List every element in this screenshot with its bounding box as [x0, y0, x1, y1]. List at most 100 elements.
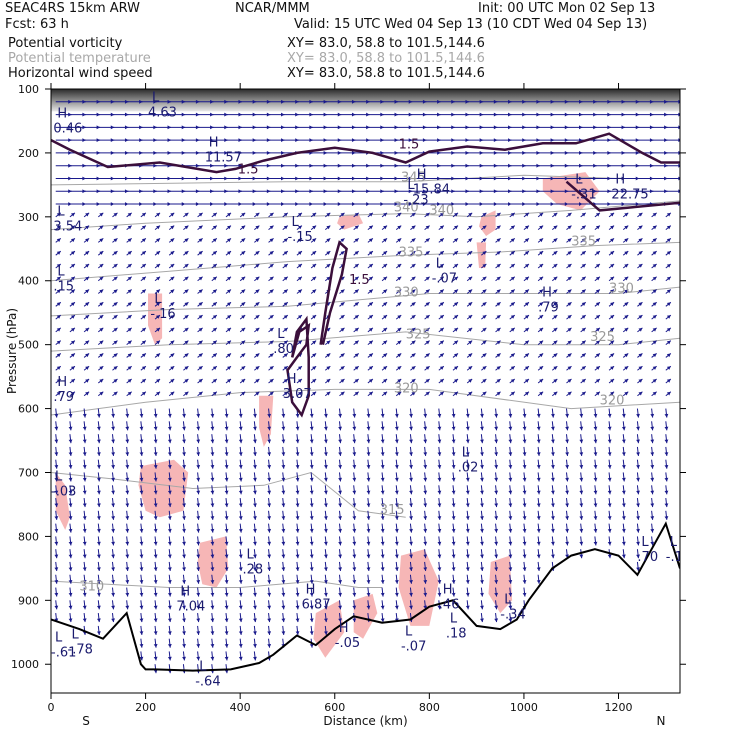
wind-arrowhead [96, 503, 101, 508]
y-axis-label: Pressure (hPa) [5, 308, 19, 394]
wind-arrowhead [522, 439, 527, 444]
wind-arrowhead [198, 353, 203, 358]
wind-arrowhead [510, 238, 515, 243]
wind-arrowhead [267, 541, 272, 546]
wind-arrowhead [581, 391, 586, 396]
wind-arrowhead [451, 592, 456, 597]
wind-arrowhead [480, 580, 484, 584]
wind-arrowhead [267, 452, 272, 456]
wind-arrowhead [522, 592, 527, 597]
wind-arrowhead [85, 379, 90, 383]
wind-arrowhead [241, 238, 246, 243]
wind-arrowhead [241, 302, 246, 307]
wind-arrowhead [508, 528, 513, 533]
wind-arrowhead [253, 580, 257, 584]
wind-arrowhead [579, 477, 584, 482]
wind-arrowhead [184, 391, 189, 396]
wind-arrowhead [380, 413, 385, 418]
wind-arrowhead [96, 465, 101, 469]
wind-arrowhead [338, 554, 343, 559]
wind-arrowhead [621, 465, 626, 469]
wind-arrowhead [312, 315, 317, 319]
wind-arrowhead [241, 379, 246, 383]
wind-arrowhead [198, 289, 203, 294]
wind-arrowhead [283, 340, 288, 345]
wind-arrowhead [579, 541, 584, 546]
wind-arrowhead [510, 379, 515, 383]
wind-arrowhead [383, 276, 388, 281]
wind-arrowhead [156, 251, 161, 255]
extremum-value-12: .79 [538, 301, 559, 316]
wind-arrowhead [111, 452, 115, 456]
wind-arrowhead [380, 580, 385, 584]
wind-arrowhead [510, 263, 515, 268]
wind-arrowhead [111, 516, 115, 520]
wind-arrowhead [666, 238, 671, 243]
extremum-value-7: -.31 [571, 187, 596, 202]
isentrope-330 [51, 286, 680, 317]
wind-arrowhead [565, 413, 570, 418]
wind-arrowhead [551, 503, 555, 508]
wind-arrowhead [324, 439, 328, 444]
wind-arrowhead [465, 592, 470, 597]
wind-arrowhead [394, 541, 399, 546]
wind-arrowhead [567, 302, 572, 307]
wind-arrowhead [281, 439, 286, 444]
wind-arrowhead [551, 490, 555, 495]
wind-arrowhead [366, 452, 371, 456]
wind-arrowhead [621, 426, 626, 431]
wind-arrowhead [198, 391, 203, 396]
wind-arrowhead [425, 263, 430, 268]
wind-arrowhead [167, 516, 172, 520]
wind-arrowhead [366, 567, 371, 571]
wind-arrowhead [593, 465, 598, 469]
wind-arrowhead [607, 452, 612, 456]
wind-arrowhead [394, 554, 399, 559]
wind-arrowhead [437, 490, 442, 495]
wind-arrowhead [510, 225, 515, 230]
wind-arrowhead [113, 276, 118, 281]
wind-arrowhead [295, 465, 300, 469]
wind-arrowhead [283, 225, 288, 230]
wind-arrowhead [153, 567, 158, 571]
wind-arrowhead [309, 618, 314, 623]
extremum-value-25: -.05 [335, 636, 360, 651]
wind-arrowhead [99, 302, 104, 307]
wind-arrowhead [454, 379, 458, 383]
wind-arrowhead [184, 327, 189, 332]
wind-arrowhead [607, 413, 612, 418]
wind-arrowhead [638, 302, 643, 307]
wind-arrowhead [368, 238, 373, 243]
wind-arrowhead [182, 439, 186, 444]
wind-arrowhead [156, 391, 161, 396]
wind-arrowhead [295, 541, 300, 546]
isentrope-340 [51, 200, 680, 231]
wind-arrowhead [99, 251, 104, 255]
wind-arrowhead [411, 238, 416, 243]
wind-arrowhead [380, 452, 385, 456]
wind-arrowhead [496, 302, 501, 307]
wind-arrowhead [125, 426, 130, 431]
wind-arrowhead [439, 289, 444, 294]
wind-arrowhead [437, 439, 442, 444]
wind-arrowhead [595, 212, 600, 217]
wind-arrowhead [212, 366, 217, 370]
wind-arrowhead [380, 541, 385, 546]
wind-arrowhead [312, 366, 317, 370]
wind-arrowhead [85, 225, 90, 230]
wind-arrowhead [581, 302, 586, 307]
wind-arrowhead [295, 426, 300, 431]
wind-arrowhead [652, 289, 657, 294]
extremum-value-2: 11.57 [205, 150, 242, 165]
wind-arrowhead [82, 439, 87, 444]
wind-arrowhead [465, 528, 470, 533]
wind-arrowhead [295, 605, 300, 610]
theta-label-5: 330 [394, 286, 419, 301]
wind-arrowhead [54, 516, 59, 520]
wind-arrowhead [167, 528, 172, 533]
wind-arrowhead [82, 528, 87, 533]
wind-arrowhead [255, 353, 260, 358]
wind-arrowhead [494, 580, 499, 584]
wind-arrowhead [553, 340, 558, 345]
wind-arrowhead [127, 340, 132, 345]
